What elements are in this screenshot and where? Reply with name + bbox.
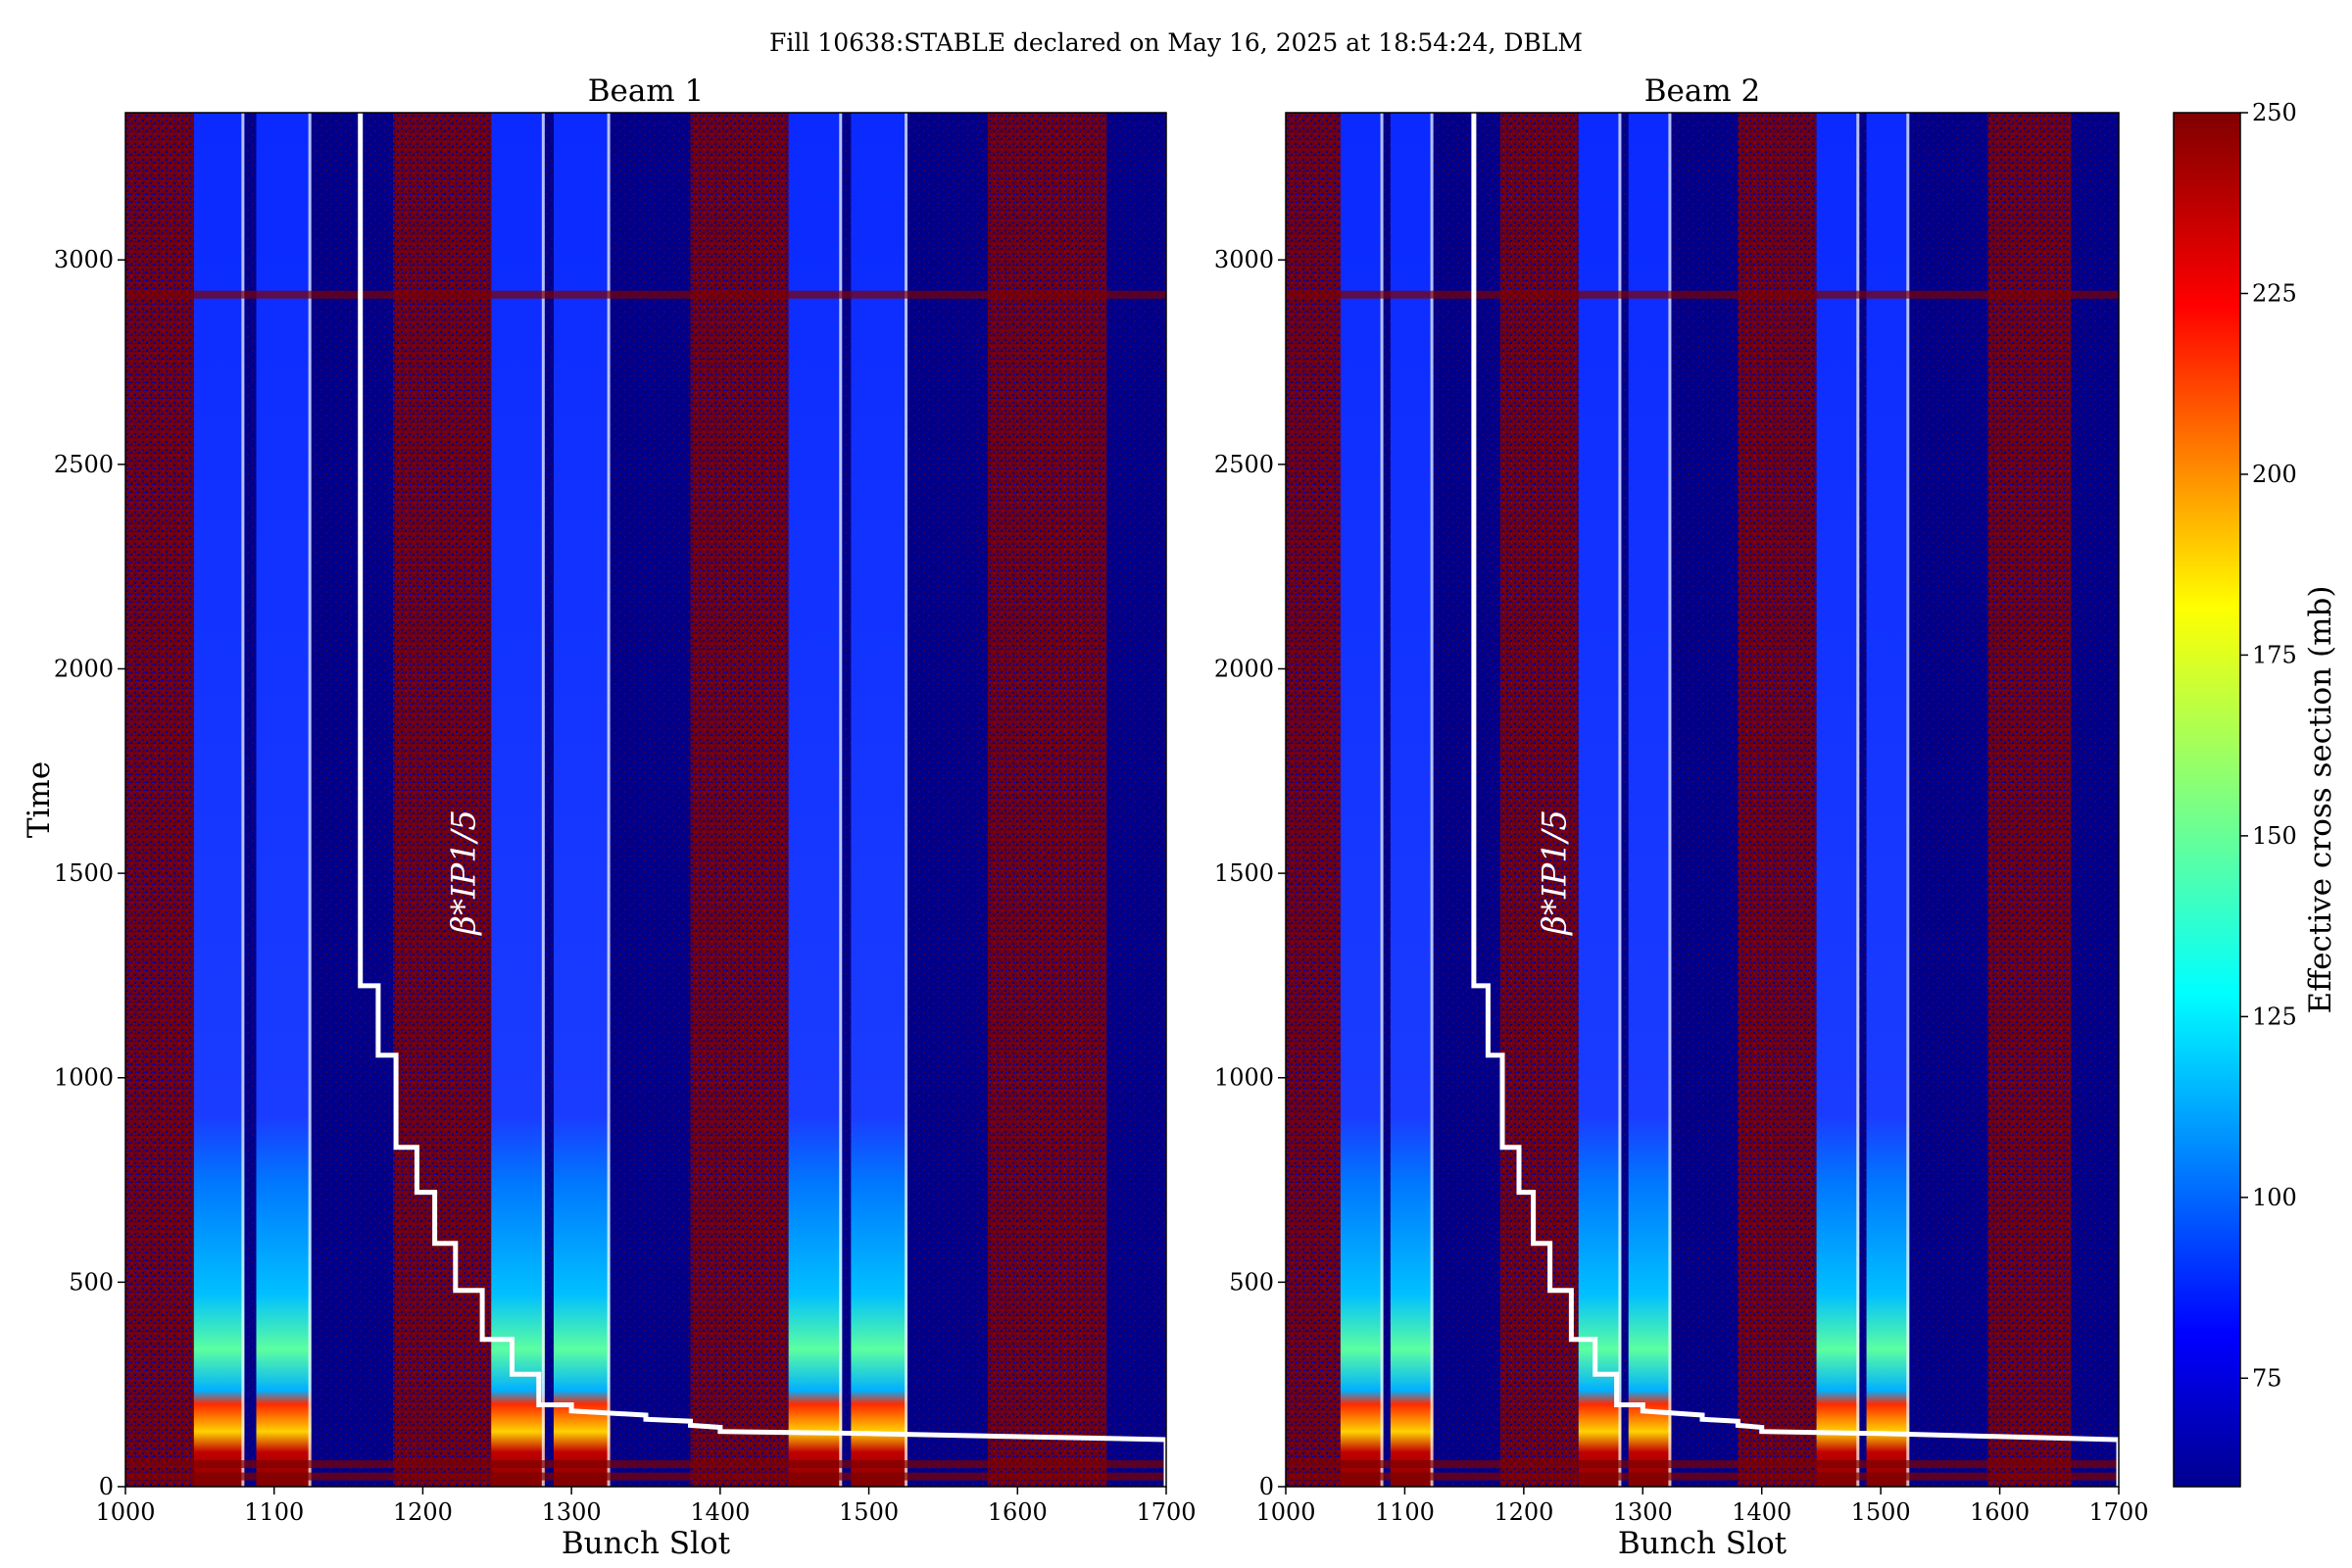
plot-frame [124,112,1167,1488]
horizontal-band [125,1460,1166,1469]
bunch-train-edge [1906,113,1910,1487]
y-tick-label: 500 [1229,1268,1274,1296]
bunch-train [1816,113,1860,1487]
y-tick-label: 1000 [54,1064,114,1092]
panel-title: Beam 1 [588,74,705,109]
bunch-train-edge [1618,113,1622,1487]
bunch-train [1866,113,1910,1487]
beta-star-step-line [358,113,1166,1487]
beam-2-panel: β*IP1/5 1000 1100 1200 1300 1400 1500 1600 1700 0… [1214,74,2149,1561]
bunch-train-edge [1856,113,1860,1487]
y-tick-label: 2500 [54,451,114,478]
noise-band [1987,113,2072,1487]
colorbar: 75 100 125 150 175 200 225 250 Effective cross … [2173,99,2338,1488]
x-tick-label: 1300 [1613,1498,1673,1526]
y-axis-label: Time [22,761,57,838]
bunch-train [1578,113,1622,1487]
noise-band [690,113,789,1487]
bunch-train-edge [1380,113,1384,1487]
y-tick-label: 3000 [1214,246,1274,273]
x-tick-label: 1000 [1255,1498,1315,1526]
bunch-train-edge [839,113,843,1487]
bunch-train [256,113,312,1487]
x-tick-label: 1700 [1136,1498,1196,1526]
colorbar-tick-label: 150 [2252,822,2297,850]
x-tick-label: 1600 [1970,1498,2030,1526]
x-tick-label: 1500 [839,1498,899,1526]
y-tick-label: 3000 [54,246,114,273]
y-tick-label: 2000 [1214,655,1274,682]
bunch-train [788,113,843,1487]
noise-band [125,113,194,1487]
bunch-train [193,113,245,1487]
colorbar-gradient [2173,112,2241,1488]
horizontal-band [1286,1460,2119,1469]
y-tick-label: 2500 [1214,451,1274,478]
bunch-train [553,113,611,1487]
y-tick-label: 1000 [1214,1064,1274,1092]
noise-band [987,113,1107,1487]
horizontal-band [1286,1472,2119,1481]
x-tick-label: 1200 [1494,1498,1553,1526]
x-tick-label: 1400 [1732,1498,1791,1526]
noise-band [393,113,492,1487]
bunch-train-edge [241,113,245,1487]
bunch-train [1628,113,1672,1487]
panel-title: Beam 2 [1644,74,1761,109]
x-tick-label: 1200 [393,1498,453,1526]
heatmap-area [1286,113,2119,1487]
bunch-train-edge [541,113,545,1487]
beta-star-step-line [1471,113,2119,1487]
x-tick-label: 1100 [1375,1498,1435,1526]
colorbar-tick-label: 75 [2252,1364,2282,1392]
noise-band [1738,113,1817,1487]
colorbar-tick-label: 200 [2252,461,2297,488]
x-tick-label: 1700 [2088,1498,2148,1526]
figure-title: Fill 10638:STABLE declared on May 16, 20… [769,28,1583,57]
horizontal-band [125,1472,1166,1481]
x-tick-label: 1400 [690,1498,750,1526]
bunch-train-edge [1668,113,1672,1487]
colorbar-tick-label: 125 [2252,1003,2297,1030]
colorbar-ticks: 75 100 125 150 175 200 225 250 [2240,99,2297,1392]
y-tick-label: 1500 [1214,859,1274,887]
y-tick-label: 2000 [54,655,114,682]
colorbar-tick-label: 100 [2252,1184,2297,1211]
x-axis-label: Bunch Slot [562,1526,731,1561]
x-tick-label: 1600 [988,1498,1048,1526]
x-axis-label: Bunch Slot [1618,1526,1788,1561]
y-tick-label: 0 [99,1473,114,1500]
bunch-train [491,113,545,1487]
noise-band [1499,113,1579,1487]
x-tick-label: 1000 [95,1498,155,1526]
bunch-train-edge [1430,113,1434,1487]
x-tick-label: 1500 [1851,1498,1911,1526]
x-tick-label: 1100 [244,1498,304,1526]
horizontal-band [1286,290,2119,299]
horizontal-band [125,290,1166,299]
y-tick-label: 1500 [54,859,114,887]
plot-frame [1285,112,2120,1488]
y-tick-label: 500 [69,1268,114,1296]
bunch-train-edge [607,113,611,1487]
x-tick-label: 1300 [542,1498,602,1526]
bunch-train [1390,113,1434,1487]
bunch-train [1340,113,1384,1487]
colorbar-tick-label: 225 [2252,279,2297,307]
colorbar-label: Effective cross section (mb) [2303,586,2338,1014]
bunch-train-edge [308,113,312,1487]
beta-star-annotation: β*IP1/5 [445,809,484,937]
colorbar-tick-label: 250 [2252,99,2297,126]
bunch-train [851,113,908,1487]
beam-1-panel: β*IP1/5 1000 1100 1200 1300 1400 1500 1600 1700 0… [22,74,1197,1561]
beta-star-annotation: β*IP1/5 [1535,809,1574,937]
heatmap-area [125,113,1166,1487]
colorbar-tick-label: 175 [2252,641,2297,668]
noise-band [1286,113,1341,1487]
bunch-train-edge [905,113,908,1487]
y-tick-label: 0 [1259,1473,1274,1500]
